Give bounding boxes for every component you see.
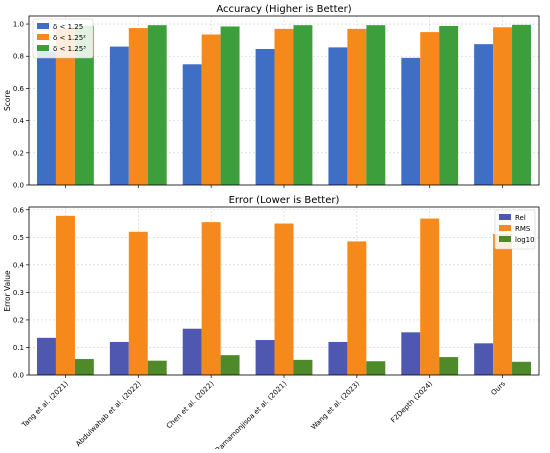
plot-frame	[28, 15, 540, 186]
chart-panel-0: Accuracy (Higher is Better) Score 0.0 0.2 0.…	[3, 4, 540, 190]
bar-1-1-0	[55, 215, 75, 375]
bar-1-2-2	[220, 355, 240, 375]
legend-label: δ < 1.25²	[53, 34, 86, 42]
chart-panel-1: Error (Lower is Better) Error Value 0.0 0.1…	[3, 195, 540, 453]
bar-0-1-4	[347, 28, 367, 185]
bar-0-1-6	[493, 27, 513, 186]
y-tick-label: 0.6	[13, 206, 25, 214]
bar-1-1-5	[420, 218, 440, 375]
legend-label: δ < 1.25³	[53, 45, 86, 53]
bar-1-1-2	[201, 222, 221, 375]
bar-0-2-4	[366, 25, 386, 185]
y-tick-label: 0.5	[13, 234, 24, 242]
y-tick-label: 0.6	[13, 85, 25, 93]
legend: δ < 1.25 δ < 1.25² δ < 1.25³	[32, 18, 94, 59]
legend-swatch	[37, 34, 49, 40]
y-tick-label: 1.0	[13, 21, 24, 29]
legend-label: δ < 1.25	[53, 23, 83, 31]
y-tick-label: 0.4	[13, 261, 25, 269]
legend-label: log10	[515, 236, 535, 244]
legend-swatch	[499, 236, 511, 242]
x-tick-label: F2Depth (2024)	[389, 380, 434, 425]
bar-0-2-5	[439, 25, 459, 185]
bar-1-1-3	[274, 223, 294, 375]
bar-0-2-2	[220, 26, 240, 186]
plot-frame	[28, 206, 540, 376]
x-tick-label: Wang et al. (2023)	[310, 380, 362, 432]
x-tick-label: Tang et al. (2021)	[20, 380, 70, 430]
y-tick-label: 0.2	[13, 316, 24, 324]
bar-1-2-5	[439, 357, 459, 375]
y-tick-label: 0.0	[13, 372, 24, 380]
x-tick-label: Chen et al. (2022)	[165, 380, 216, 431]
bar-1-0-4	[328, 341, 348, 375]
legend-label: Rel	[515, 214, 526, 222]
chart-title: Error (Lower is Better)	[229, 195, 340, 206]
bar-0-1-3	[274, 28, 294, 185]
bar-1-2-6	[512, 361, 531, 375]
legend-swatch	[37, 45, 49, 51]
bar-0-0-6	[474, 44, 494, 185]
bar-0-0-4	[328, 47, 348, 186]
bar-0-1-2	[201, 34, 221, 186]
bar-0-1-0	[55, 28, 75, 185]
bar-0-0-0	[37, 51, 56, 186]
bar-1-2-1	[147, 360, 167, 375]
bar-0-2-0	[74, 25, 94, 186]
bar-0-2-6	[512, 24, 531, 185]
bar-0-1-1	[128, 28, 148, 186]
bar-1-0-1	[109, 341, 129, 375]
bar-0-2-3	[293, 25, 313, 185]
y-tick-label: 0.1	[13, 344, 24, 352]
legend-label: RMS	[515, 225, 531, 233]
chart-title: Accuracy (Higher is Better)	[216, 4, 351, 15]
bar-1-0-5	[401, 332, 421, 375]
legend-swatch	[37, 23, 49, 29]
bar-1-0-2	[182, 328, 202, 375]
bar-0-0-1	[109, 46, 129, 186]
bar-0-0-5	[401, 57, 421, 185]
y-tick-label: 0.4	[13, 117, 25, 125]
bar-0-0-2	[182, 64, 202, 185]
bar-1-0-6	[474, 343, 494, 375]
legend-swatch	[499, 225, 511, 231]
y-tick-label: 0.0	[13, 182, 24, 190]
x-tick-label: Abdulwahab et al. (2022)	[74, 380, 143, 449]
bar-0-0-3	[255, 48, 275, 185]
bar-0-2-1	[147, 25, 167, 185]
bar-1-1-4	[347, 241, 367, 375]
x-tick-label: Ramamonjisoa et al. (2021)	[214, 380, 289, 449]
x-tick-label: Ours	[490, 380, 508, 398]
bar-1-1-1	[128, 231, 148, 375]
legend-swatch	[499, 214, 511, 220]
bar-1-0-0	[37, 337, 56, 375]
y-axis-label: Error Value	[3, 270, 12, 312]
y-tick-label: 0.3	[13, 289, 24, 297]
bar-1-1-6	[493, 233, 513, 375]
bar-1-2-0	[74, 359, 94, 375]
bar-0-1-5	[420, 32, 440, 185]
bar-1-2-4	[366, 361, 386, 375]
y-tick-label: 0.8	[13, 53, 24, 61]
bar-1-0-3	[255, 340, 275, 375]
bar-1-2-3	[293, 359, 313, 375]
y-tick-label: 0.2	[13, 149, 24, 157]
y-axis-label: Score	[3, 90, 12, 111]
legend: Rel RMS log10	[494, 209, 536, 250]
